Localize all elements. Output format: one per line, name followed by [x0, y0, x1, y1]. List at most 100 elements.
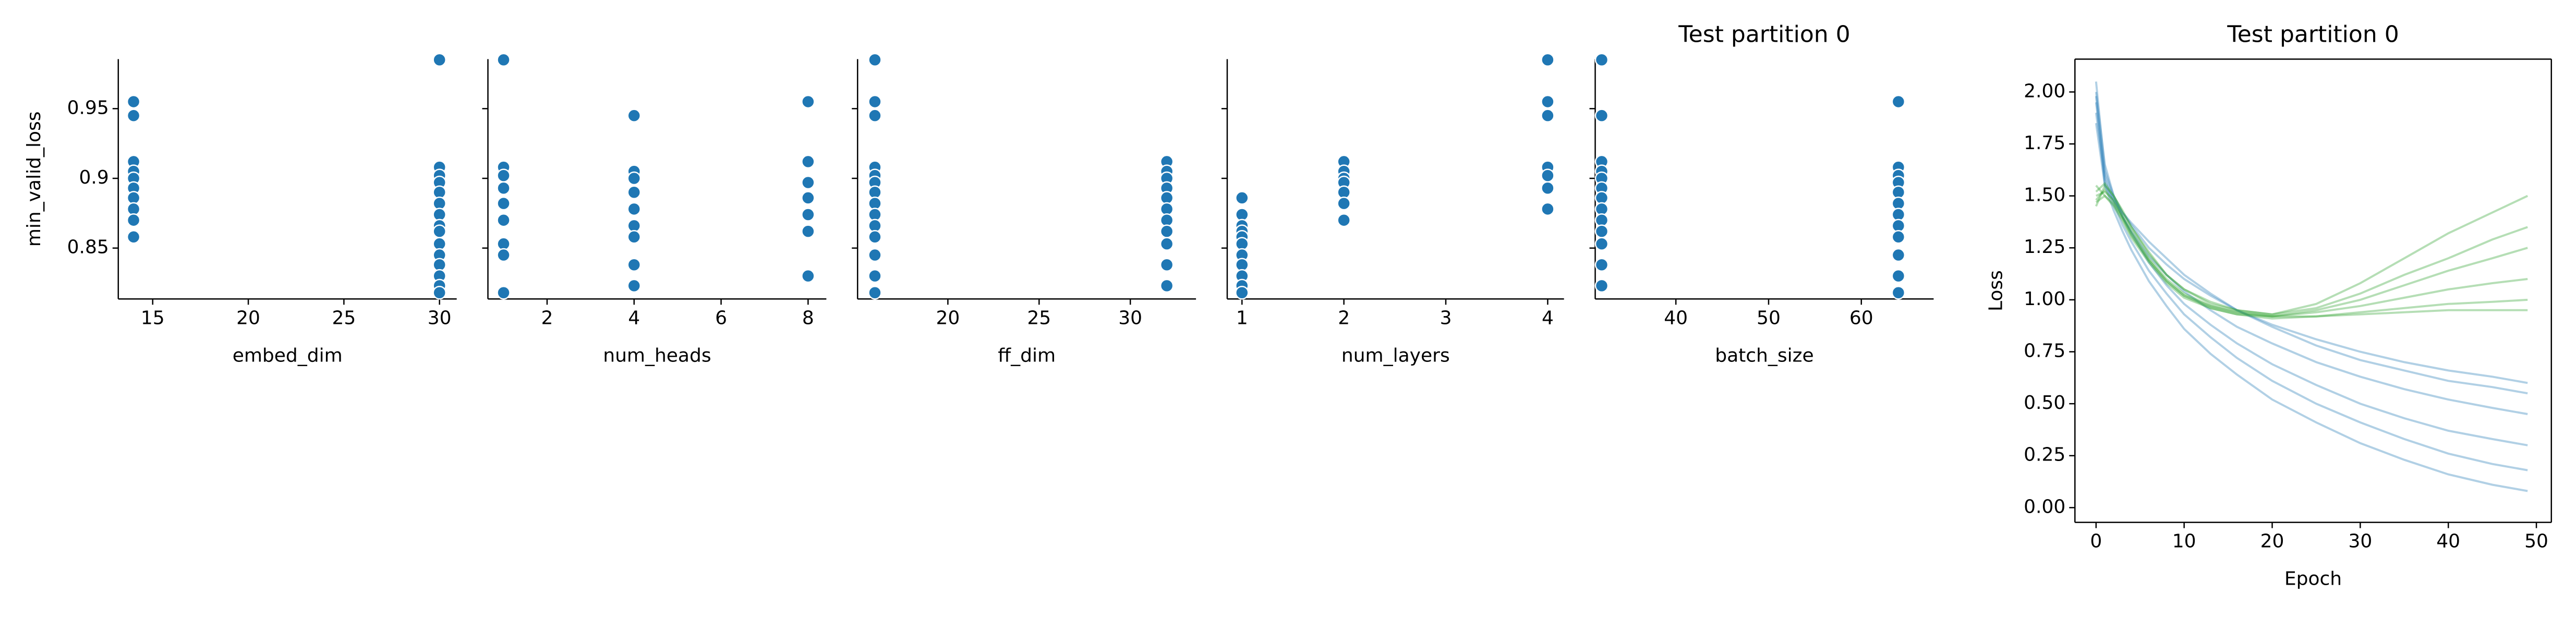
- loss-curve: [2095, 81, 2528, 446]
- y-tick-label: 2.00: [2024, 80, 2065, 102]
- scatter-point: [1891, 285, 1906, 300]
- scatter-point: [1541, 94, 1555, 109]
- scatter-point: [627, 108, 641, 123]
- scatter-point: [627, 202, 641, 216]
- scatter-point: [801, 269, 815, 283]
- scatter-point: [1159, 278, 1174, 293]
- scatter-point: [868, 248, 882, 262]
- y-tick-label: 1.75: [2024, 132, 2065, 154]
- scatter-point: [868, 94, 882, 109]
- x-tick-label: 4: [1542, 307, 1554, 329]
- scatter-point: [1159, 237, 1174, 251]
- scatter-point: [868, 269, 882, 283]
- scatter-point: [627, 230, 641, 244]
- y-tick-label: 0.50: [2024, 392, 2065, 414]
- x-tick-label: 8: [802, 307, 814, 329]
- scatter-point: [497, 196, 511, 211]
- scatter-point: [1541, 53, 1555, 67]
- scatter-point: [868, 53, 882, 67]
- scatter-point: [497, 213, 511, 227]
- x-tick-label: 25: [332, 307, 356, 329]
- x-tick-label: 20: [236, 307, 260, 329]
- scatter-point: [1594, 53, 1609, 67]
- scatter-point: [1594, 108, 1609, 123]
- scatter-point: [801, 175, 815, 190]
- scatter-point: [1541, 168, 1555, 183]
- x-tick-label: 40: [1664, 307, 1688, 329]
- x-axis-label: embed_dim: [233, 345, 343, 366]
- scatter-point: [627, 258, 641, 272]
- scatter-point: [1159, 224, 1174, 238]
- y-axis-label: Loss: [1985, 270, 2006, 311]
- scatter-point: [497, 168, 511, 183]
- scatter-point: [126, 108, 141, 123]
- x-tick-label: 6: [715, 307, 727, 329]
- x-tick-label: 10: [2172, 531, 2196, 552]
- scatter-point: [1541, 108, 1555, 123]
- x-tick-label: 4: [628, 307, 640, 329]
- loss-curve: [2095, 92, 2528, 384]
- y-tick-label: 0.9: [79, 167, 109, 188]
- scatter-point: [1891, 94, 1906, 109]
- scatter-point: [126, 213, 141, 227]
- x-tick-label: 30: [2348, 531, 2372, 552]
- scatter-point: [1594, 258, 1609, 272]
- x-tick-label: 3: [1440, 307, 1452, 329]
- scatter-point: [868, 230, 882, 244]
- x-axis-label: batch_size: [1715, 345, 1813, 366]
- loss-curve: [2095, 190, 2528, 318]
- scatter-point: [1337, 196, 1351, 211]
- scatter-point: [868, 285, 882, 300]
- scatter-point: [627, 171, 641, 186]
- y-tick-label: 0.85: [67, 237, 109, 258]
- scatter-point: [801, 208, 815, 222]
- x-tick-label: 1: [1236, 307, 1248, 329]
- y-tick-label: 0.25: [2024, 444, 2065, 466]
- scatter-point: [801, 154, 815, 169]
- scatter-point: [1594, 237, 1609, 251]
- scatter-point: [868, 108, 882, 123]
- scatter-point: [627, 278, 641, 293]
- y-tick-label: 1.50: [2024, 185, 2065, 206]
- scatter-point: [432, 224, 446, 238]
- scatter-point: [497, 53, 511, 67]
- loss-curve: [2095, 181, 2528, 316]
- scatter-point: [627, 185, 641, 199]
- loss-curve: [2095, 112, 2528, 471]
- scatter-point: [1891, 269, 1906, 283]
- scatter-point: [126, 230, 141, 244]
- x-tick-label: 2: [1338, 307, 1350, 329]
- x-tick-label: 50: [1757, 307, 1781, 329]
- x-tick-label: 20: [936, 307, 960, 329]
- x-tick-label: 15: [141, 307, 165, 329]
- loss-curve: [2095, 183, 2529, 316]
- scatter-point: [801, 224, 815, 238]
- y-tick-label: 1.25: [2024, 236, 2065, 258]
- scatter-point: [1235, 285, 1249, 300]
- scatter-point: [497, 285, 511, 300]
- x-tick-label: 30: [1118, 307, 1142, 329]
- x-tick-label: 25: [1027, 307, 1051, 329]
- loss-curve: [2095, 123, 2528, 395]
- scatter-point: [1159, 258, 1174, 272]
- scatter-point: [1541, 202, 1555, 216]
- loss-curve: [2095, 195, 2528, 318]
- scatter-point: [801, 94, 815, 109]
- x-tick-label: 30: [428, 307, 452, 329]
- y-axis-label: min_valid_loss: [23, 112, 45, 247]
- scatter-point: [1891, 248, 1906, 262]
- x-tick-label: 2: [541, 307, 553, 329]
- x-tick-label: 20: [2260, 531, 2284, 552]
- loss-curve: [2095, 102, 2528, 415]
- scatter-point: [432, 53, 446, 67]
- y-tick-label: 0.00: [2024, 496, 2065, 517]
- scatter-point: [1594, 278, 1609, 293]
- scatter-point: [497, 248, 511, 262]
- x-tick-label: 0: [2090, 531, 2102, 552]
- x-tick-label: 60: [1849, 307, 1873, 329]
- loss-curve: [2095, 188, 2528, 318]
- x-tick-label: 50: [2524, 531, 2548, 552]
- scatter-point: [1235, 191, 1249, 205]
